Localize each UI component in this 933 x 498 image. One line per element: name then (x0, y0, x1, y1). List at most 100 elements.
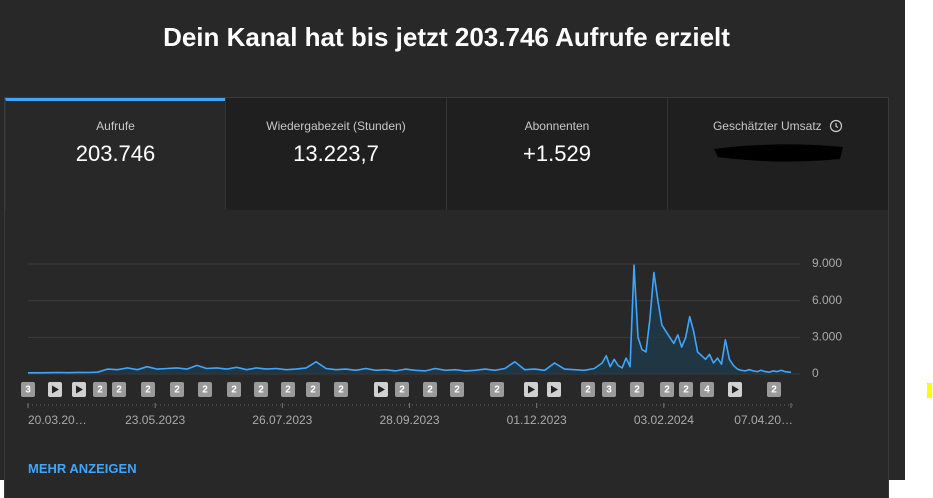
timeline-marker: 4 (700, 382, 714, 397)
tab-label-text: Geschätzter Umsatz (712, 119, 822, 133)
marker-box (602, 382, 616, 397)
tab-value: +1.529 (523, 141, 591, 166)
timeline-marker: 2 (112, 382, 126, 397)
tab-value: 203.746 (75, 141, 156, 166)
tab-label: Abonnenten (524, 119, 590, 133)
app: Dein Kanal hat bis jetzt 203.746 Aufrufe… (0, 0, 905, 498)
marker-box (141, 382, 155, 397)
marker-box (281, 382, 295, 397)
tab[interactable]: Aufrufe 203.746 (5, 98, 225, 210)
analytics-card: Aufrufe 203.746 Wiedergabezeit (Stunden)… (4, 97, 889, 498)
line-area (28, 265, 792, 374)
timeline-marker: 3 (21, 382, 35, 397)
marker-count: 2 (494, 385, 500, 396)
y-tick-label: 9.000 (812, 256, 842, 270)
marker-count: 2 (310, 385, 316, 396)
marker-count: 4 (704, 385, 710, 396)
play-icon (551, 385, 558, 394)
tab-value: 13.223,7 (293, 141, 379, 166)
marker-box (490, 382, 504, 397)
marker-count: 2 (231, 385, 237, 396)
marker-box (630, 382, 644, 397)
tab-label: Aufrufe (96, 119, 135, 133)
video-marker (524, 382, 538, 397)
marker-box (334, 382, 348, 397)
timeline-marker: 3 (602, 382, 616, 397)
marker-count: 2 (285, 385, 291, 396)
marker-box (450, 382, 464, 397)
marker-count: 2 (174, 385, 180, 396)
line (28, 264, 791, 374)
play-icon (378, 385, 385, 394)
marker-box (660, 382, 674, 397)
marker (927, 383, 932, 398)
video-marker (72, 382, 86, 397)
x-tick-label: 28.09.2023 (379, 413, 439, 427)
show-more-link[interactable]: MEHR ANZEIGEN (28, 461, 137, 476)
marker-box (198, 382, 212, 397)
marker-count: 2 (338, 385, 344, 396)
timeline-marker: 2 (630, 382, 644, 397)
x-tick-label: 01.12.2023 (507, 413, 567, 427)
marker-count: 3 (25, 385, 31, 396)
timeline-marker: 2 (281, 382, 295, 397)
tab[interactable]: Wiedergabezeit (Stunden) 13.223,7 (225, 98, 446, 210)
marker-box (21, 382, 35, 397)
marker-count: 2 (585, 385, 591, 396)
marker-count: 2 (771, 385, 777, 396)
tab[interactable]: Abonnenten +1.529 (446, 98, 667, 210)
video-marker (48, 382, 62, 397)
tab-label: Wiedergabezeit (Stunden) (266, 119, 406, 133)
timeline-marker: 2 (334, 382, 348, 397)
timeline-marker: 2 (581, 382, 595, 397)
x-tick-label: 03.02.2024 (634, 413, 694, 427)
marker-count: 3 (606, 385, 612, 396)
x-tick-label: 23.05.2023 (125, 413, 185, 427)
marker-count: 2 (258, 385, 264, 396)
marker-box (423, 382, 437, 397)
video-marker (728, 382, 742, 397)
marker-count: 2 (145, 385, 151, 396)
play-icon (52, 385, 59, 394)
timeline-marker: 2 (141, 382, 155, 397)
marker-count: 2 (454, 385, 460, 396)
timeline-marker: 2 (490, 382, 504, 397)
marker-box (395, 382, 409, 397)
play-icon (76, 385, 83, 394)
marker-count: 2 (427, 385, 433, 396)
y-tick-label: 3.000 (812, 330, 842, 344)
marker-count: 2 (683, 385, 689, 396)
timeline-marker: 2 (306, 382, 320, 397)
x-tick-label: 26.07.2023 (252, 413, 312, 427)
marker-box (306, 382, 320, 397)
x-tick-label: 20.03.20… (28, 413, 87, 427)
timeline-marker: 2 (93, 382, 107, 397)
play-icon (528, 385, 535, 394)
marker-count: 2 (399, 385, 405, 396)
y-tick-label: 0 (812, 366, 819, 380)
marker-count: 2 (97, 385, 103, 396)
timeline-marker: 2 (254, 382, 268, 397)
timeline-marker: 2 (450, 382, 464, 397)
play-icon (732, 385, 739, 394)
marker-count: 2 (634, 385, 640, 396)
timeline-marker: 2 (170, 382, 184, 397)
marker-box (93, 382, 107, 397)
marker-box (679, 382, 693, 397)
timeline-marker: 2 (395, 382, 409, 397)
clock-icon (829, 119, 843, 133)
marker-box (700, 382, 714, 397)
tab[interactable]: Geschätzter Umsatz (667, 98, 888, 210)
timeline-marker: 2 (423, 382, 437, 397)
chart: 0 3.000 6.000 9.000 20.03.20… 23.05.2023 26.07… (21, 256, 842, 427)
x-tick-label: 07.04.20… (734, 413, 793, 427)
video-marker (374, 382, 388, 397)
marker-count: 2 (202, 385, 208, 396)
page-title: Dein Kanal hat bis jetzt 203.746 Aufrufe… (163, 22, 730, 52)
redaction (714, 144, 843, 162)
marker-box (112, 382, 126, 397)
marker-box (170, 382, 184, 397)
timeline-marker: 2 (679, 382, 693, 397)
marker-count: 2 (116, 385, 122, 396)
